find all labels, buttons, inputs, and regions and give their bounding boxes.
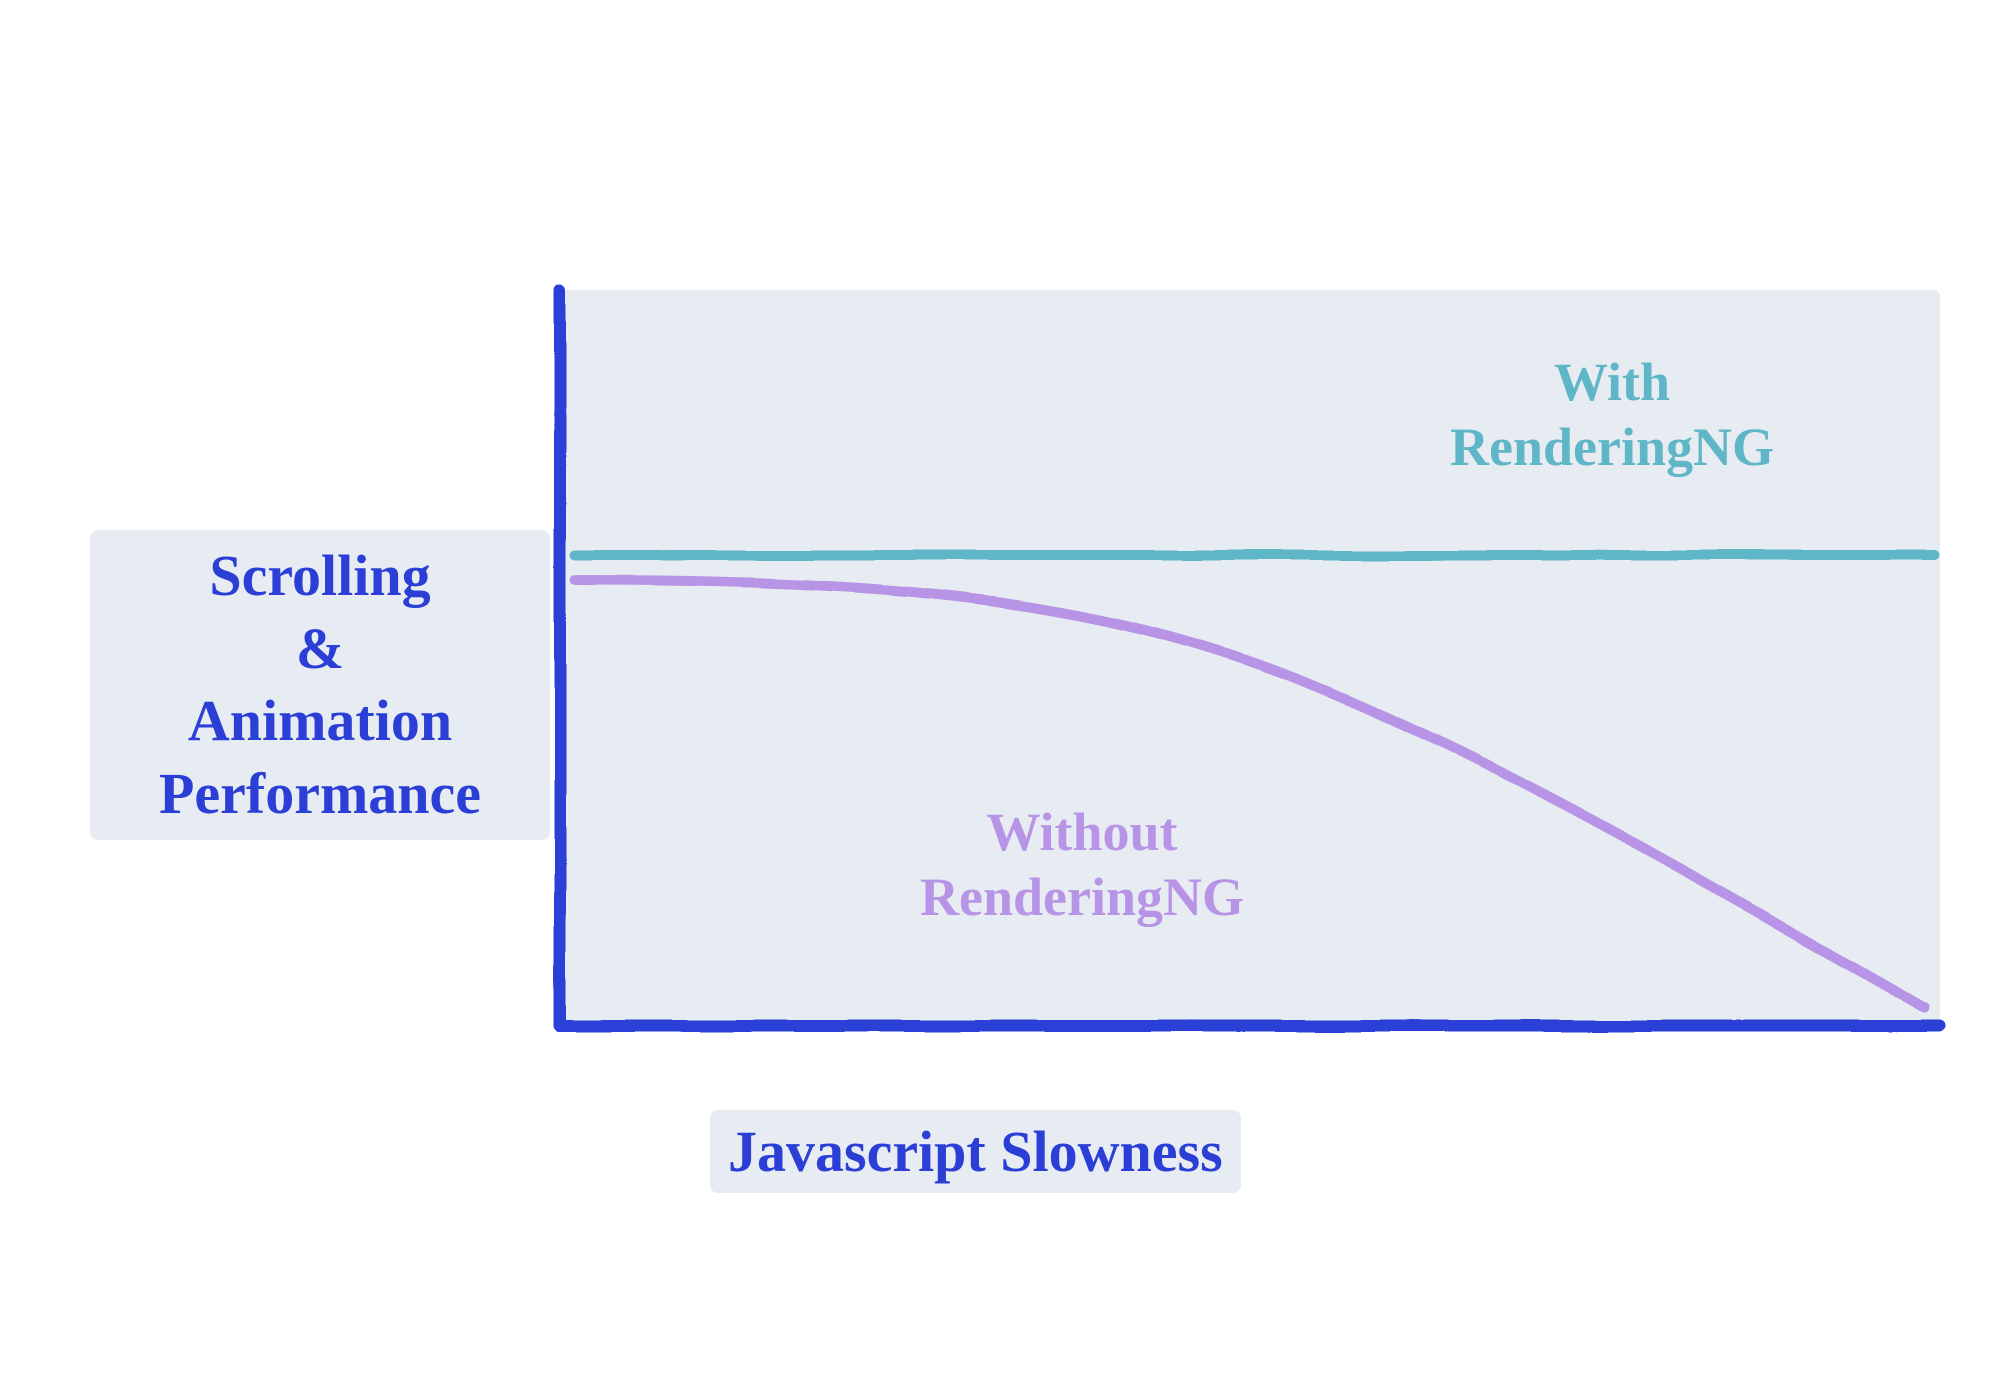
series-line-without <box>575 580 1925 1008</box>
chart-svg <box>0 0 1999 1397</box>
chart-stage: Scrolling & Animation Performance Javasc… <box>0 0 1999 1397</box>
